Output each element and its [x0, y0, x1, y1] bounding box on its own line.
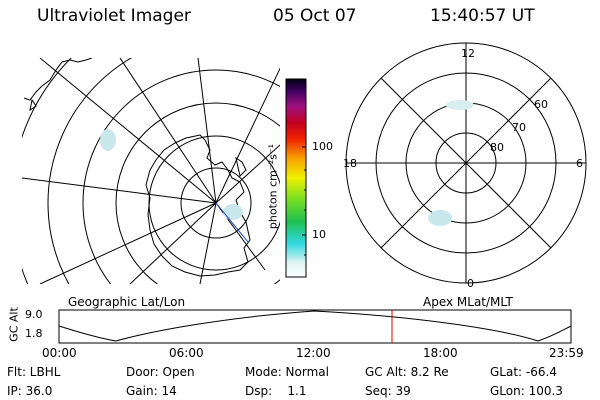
colorbar-tick-10: 10	[312, 228, 326, 241]
mlt-label-6: 6	[576, 157, 583, 170]
time-tick-1: 06:00	[169, 346, 204, 360]
altitude-curve	[58, 310, 572, 342]
time-tick-2: 12:00	[296, 346, 331, 360]
observation-date: 05 Oct 07	[273, 6, 357, 26]
geographic-latitude-circles	[22, 58, 280, 284]
time-tick-0: 00:00	[42, 346, 77, 360]
status-gc-alt: GC Alt: 8.2 Re	[365, 365, 449, 379]
colorbar-unit-label: photon cm⁻²s⁻¹	[266, 143, 280, 230]
status-ip: IP: 36.0	[7, 384, 53, 398]
sun-direction-line	[215, 202, 249, 243]
aurora-patch	[428, 210, 452, 226]
intensity-colorbar	[285, 78, 307, 278]
apex-plot-title: Apex MLat/MLT	[423, 295, 513, 309]
altitude-max-label: 9.0	[25, 308, 43, 321]
status-glat: GLat: -66.4	[490, 365, 557, 379]
mlt-label-0: 0	[467, 277, 474, 290]
mlat-label-70: 70	[512, 121, 526, 134]
colorbar-gradient	[285, 78, 307, 278]
mlt-label-12: 12	[461, 47, 475, 60]
mlat-label-80: 80	[490, 141, 504, 154]
status-mode: Mode: Normal	[245, 365, 329, 379]
status-seq: Seq: 39	[365, 384, 411, 398]
instrument-title: Ultraviolet Imager	[37, 6, 191, 26]
coast-fragment-right	[235, 156, 247, 177]
polar-mlt-plot	[345, 42, 587, 284]
coast-fragment-upper-left	[23, 58, 93, 101]
status-glon: GLon: 100.3	[490, 384, 563, 398]
status-filter: Flt: LBHL	[7, 365, 61, 379]
aurora-patch	[446, 100, 474, 110]
aurora-patch	[223, 204, 243, 220]
mlt-label-18: 18	[343, 157, 357, 170]
coast-fragment-islands	[29, 98, 37, 112]
status-gain: Gain: 14	[126, 384, 177, 398]
altitude-strip-chart	[58, 309, 572, 344]
altitude-axis-label: GC Alt	[7, 307, 21, 342]
status-door: Door: Open	[126, 365, 195, 379]
time-tick-4: 23:59	[549, 346, 584, 360]
antarctica-coastline	[145, 134, 251, 277]
geographic-map	[22, 58, 280, 284]
altitude-min-label: 1.8	[25, 327, 43, 340]
time-tick-3: 18:00	[423, 346, 458, 360]
status-dsp: Dsp: 1.1	[245, 384, 307, 398]
mlat-label-60: 60	[534, 98, 548, 111]
observation-time: 15:40:57 UT	[430, 6, 535, 26]
aurora-patch	[100, 129, 116, 151]
colorbar-tick-100: 100	[312, 140, 333, 153]
geographic-plot-title: Geographic Lat/Lon	[68, 295, 186, 309]
